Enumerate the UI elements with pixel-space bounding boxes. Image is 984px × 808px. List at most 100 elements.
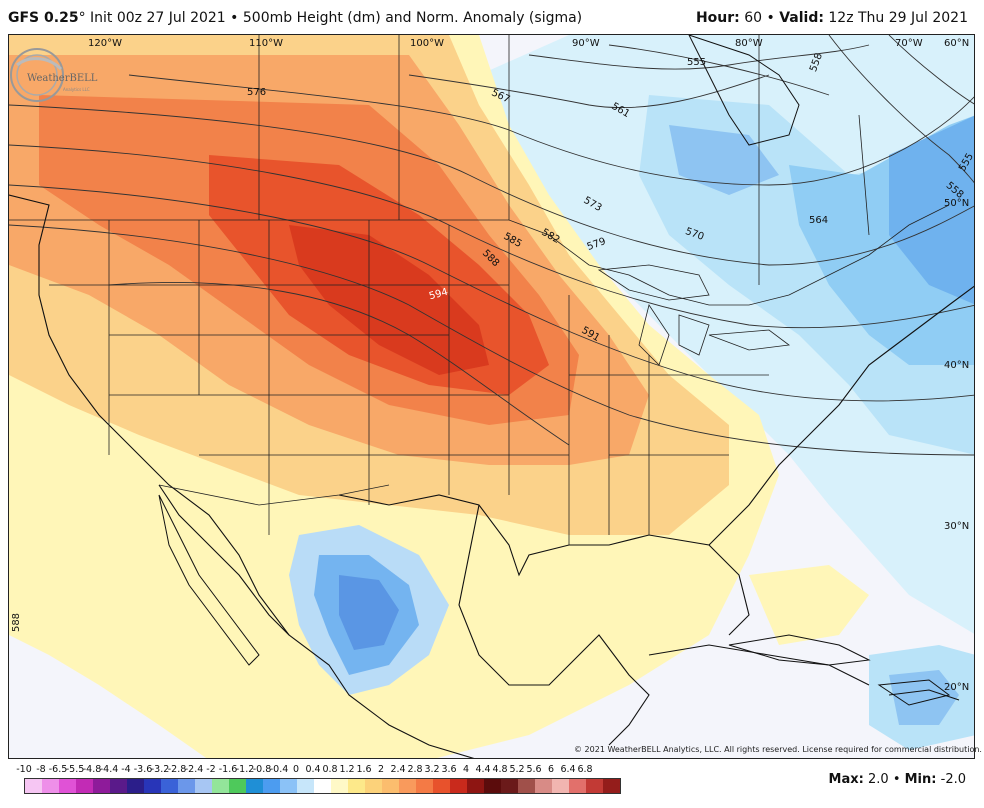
colorbar-swatch bbox=[552, 779, 569, 793]
model-name: GFS 0.25 bbox=[8, 10, 79, 26]
colorbar-swatch bbox=[603, 779, 620, 793]
colorbar-swatch bbox=[212, 779, 229, 793]
min-label: Min: bbox=[904, 772, 937, 787]
colorbar-tick-label: -5.5 bbox=[65, 764, 85, 775]
lat-label: 50°N bbox=[944, 198, 970, 209]
colorbar-swatch bbox=[59, 779, 76, 793]
colorbar-swatch bbox=[569, 779, 586, 793]
colorbar-swatch bbox=[195, 779, 212, 793]
lon-label: 110°W bbox=[249, 38, 283, 49]
hour-label: Hour: bbox=[695, 10, 740, 26]
colorbar-tick-label: 2 bbox=[377, 764, 385, 775]
map-header: GFS 0.25° Init 00z 27 Jul 2021 • 500mb H… bbox=[0, 0, 984, 34]
init-time: Init 00z 27 Jul 2021 bbox=[90, 10, 226, 26]
colorbar-swatch bbox=[110, 779, 127, 793]
colorbar-tick-label: -8 bbox=[36, 764, 46, 775]
valid-value: 12z Thu 29 Jul 2021 bbox=[828, 10, 968, 26]
colorbar-swatch bbox=[25, 779, 42, 793]
colorbar-tick-label: -1.6 bbox=[218, 764, 238, 775]
lon-label: 100°W bbox=[410, 38, 444, 49]
colorbar-swatch bbox=[144, 779, 161, 793]
colorbar-tick-label: -2.4 bbox=[184, 764, 204, 775]
contour-label: 564 bbox=[809, 215, 829, 226]
colorbar-tick-label: 1.2 bbox=[339, 764, 355, 775]
colorbar-tick-label: -6.5 bbox=[48, 764, 68, 775]
colorbar-tick-label: -0.4 bbox=[269, 764, 289, 775]
anomaly-map: 555 558 561 567 573 576 579 582 585 588 … bbox=[8, 34, 975, 759]
colorbar-swatch bbox=[127, 779, 144, 793]
colorbar-tick-label: -0.8 bbox=[252, 764, 272, 775]
product-name: 500mb Height (dm) and Norm. Anomaly (sig… bbox=[242, 10, 583, 26]
colorbar-swatch bbox=[450, 779, 467, 793]
colorbar-tick-label: 5.2 bbox=[509, 764, 525, 775]
colorbar-tick-label: -2 bbox=[206, 764, 216, 775]
lat-label: 40°N bbox=[944, 360, 970, 371]
header-right: Hour: 60 • Valid: 12z Thu 29 Jul 2021 bbox=[696, 10, 968, 26]
lat-label: 30°N bbox=[944, 521, 970, 532]
max-label: Max: bbox=[828, 772, 864, 787]
colorbar-swatch bbox=[246, 779, 263, 793]
colorbar-swatch bbox=[76, 779, 93, 793]
colorbar-tick-label: 6.4 bbox=[560, 764, 576, 775]
colorbar-swatch bbox=[433, 779, 450, 793]
contour-label: 588 bbox=[11, 612, 23, 633]
colorbar-swatch bbox=[229, 779, 246, 793]
colorbar-swatch bbox=[467, 779, 484, 793]
colorbar-tick-label: 0 bbox=[292, 764, 300, 775]
colorbar-swatch bbox=[314, 779, 331, 793]
colorbar-swatch bbox=[263, 779, 280, 793]
colorbar-tick-label: -3.2 bbox=[150, 764, 170, 775]
hour-value: 60 bbox=[744, 10, 763, 26]
colorbar bbox=[24, 778, 621, 794]
logo-subtext: Analytics LLC bbox=[63, 87, 90, 92]
colorbar-tick-label: 0.4 bbox=[305, 764, 321, 775]
colorbar-swatch bbox=[348, 779, 365, 793]
valid-label: Valid: bbox=[779, 10, 824, 26]
lon-label: 90°W bbox=[572, 38, 600, 49]
weatherbell-logo: WeatherBELL Analytics LLC bbox=[10, 48, 98, 102]
colorbar-tick-label: 5.6 bbox=[526, 764, 542, 775]
lon-label: 70°W bbox=[895, 38, 923, 49]
header-left: GFS 0.25° Init 00z 27 Jul 2021 • 500mb H… bbox=[8, 10, 582, 26]
lon-label: 120°W bbox=[88, 38, 122, 49]
map-canvas bbox=[9, 35, 974, 758]
colorbar-tick-label: -4.8 bbox=[82, 764, 102, 775]
colorbar-tick-label: 6.8 bbox=[577, 764, 593, 775]
colorbar-swatch bbox=[518, 779, 535, 793]
colorbar-swatch bbox=[365, 779, 382, 793]
copyright-notice: © 2021 WeatherBELL Analytics, LLC. All r… bbox=[574, 745, 982, 754]
colorbar-footer: -10 -8 -6.5 -5.5 -4.8 -4.4 -4 -3.6 -3.2 -2.8 -2.4-… bbox=[0, 760, 984, 808]
colorbar-tick-label: -1.2 bbox=[235, 764, 255, 775]
colorbar-tick-label: -10 bbox=[16, 764, 32, 775]
colorbar-tick-label: 6 bbox=[547, 764, 555, 775]
colorbar-swatch bbox=[501, 779, 518, 793]
colorbar-tick-label: -3.6 bbox=[133, 764, 153, 775]
colorbar-tick-label: -4.4 bbox=[99, 764, 119, 775]
colorbar-swatch bbox=[399, 779, 416, 793]
colorbar-tick-label: 4.4 bbox=[475, 764, 491, 775]
colorbar-swatch bbox=[93, 779, 110, 793]
colorbar-tick-label: 1.6 bbox=[356, 764, 372, 775]
colorbar-tick-label: 0.8 bbox=[322, 764, 338, 775]
max-value: 2.0 bbox=[867, 772, 889, 787]
separator: • bbox=[230, 10, 239, 26]
min-value: -2.0 bbox=[940, 772, 966, 787]
separator: • bbox=[766, 10, 775, 26]
colorbar-swatch bbox=[535, 779, 552, 793]
colorbar-swatch bbox=[178, 779, 195, 793]
lat-label: 20°N bbox=[944, 682, 970, 693]
degree-symbol: ° bbox=[78, 10, 86, 26]
logo-text: WeatherBELL bbox=[27, 73, 98, 84]
colorbar-tick-label: 4 bbox=[462, 764, 470, 775]
colorbar-tick-label: -4 bbox=[121, 764, 131, 775]
contour-label: 555 bbox=[687, 57, 707, 68]
colorbar-tick-label: 4.8 bbox=[492, 764, 508, 775]
colorbar-tick-label: 2.8 bbox=[407, 764, 423, 775]
max-min-readout: Max: 2.0 • Min: -2.0 bbox=[829, 772, 966, 787]
colorbar-swatch bbox=[382, 779, 399, 793]
separator: • bbox=[892, 772, 901, 787]
colorbar-swatch bbox=[484, 779, 501, 793]
lon-label: 60°N bbox=[944, 38, 970, 49]
colorbar-tick-label: 3.2 bbox=[424, 764, 440, 775]
colorbar-swatch bbox=[331, 779, 348, 793]
